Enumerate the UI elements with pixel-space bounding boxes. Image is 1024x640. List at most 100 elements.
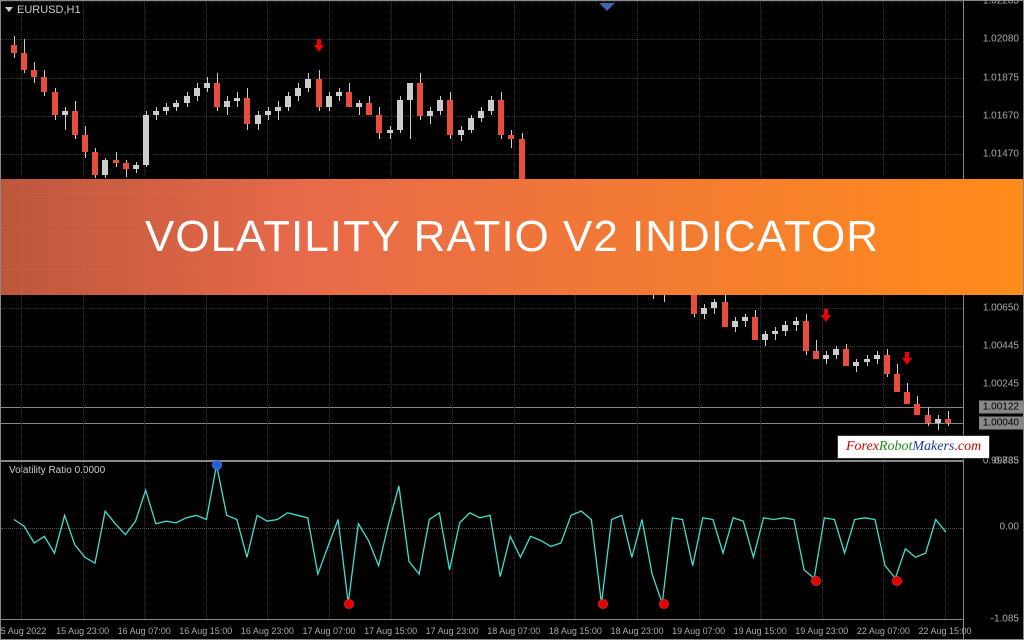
candle (833, 349, 839, 355)
candle (478, 111, 484, 119)
x-tick-label: 22 Aug 07:00 (857, 626, 910, 636)
candle (82, 135, 88, 152)
signal-dot (811, 576, 821, 586)
x-tick-label: 22 Aug 15:00 (918, 626, 971, 636)
x-tick-label: 15 Aug 23:00 (56, 626, 109, 636)
sell-arrow-icon (314, 39, 324, 53)
candle (102, 160, 108, 175)
candle (945, 419, 951, 423)
candle (11, 45, 17, 53)
sell-arrow-icon (902, 352, 912, 366)
candle (742, 317, 748, 321)
candle (853, 362, 859, 366)
indicator-y-label: -1.085 (991, 614, 1019, 625)
x-tick-label: 18 Aug 15:00 (549, 626, 602, 636)
candle (894, 374, 900, 393)
grid-line (1, 346, 963, 347)
candle (173, 103, 179, 107)
y-tick-label: 1.00650 (983, 302, 1019, 313)
symbol-dropdown-icon[interactable] (5, 7, 13, 12)
watermark: ForexRobotMakers.com (837, 435, 990, 459)
watermark-part: .com (954, 439, 981, 454)
indicator-line (1, 462, 963, 619)
candle (458, 130, 464, 136)
chart-symbol-label: EURUSD,H1 (17, 4, 81, 16)
signal-dot (344, 599, 354, 609)
candle (498, 100, 504, 136)
candle (417, 83, 423, 117)
candle (427, 111, 433, 117)
candle (255, 115, 261, 124)
indicator-y-label: 0.00 (1000, 522, 1019, 533)
candle (722, 302, 728, 326)
candle (711, 302, 717, 308)
y-tick-label: 1.00245 (983, 379, 1019, 390)
x-tick-label: 19 Aug 23:00 (795, 626, 848, 636)
nav-arrow-icon[interactable] (599, 3, 615, 11)
candle (113, 160, 119, 164)
candle (163, 107, 169, 111)
candle (41, 77, 47, 92)
candle (336, 92, 342, 96)
candle (356, 103, 362, 107)
y-tick-label: 1.02080 (983, 34, 1019, 45)
y-tick-label: 1.01875 (983, 72, 1019, 83)
candle (732, 321, 738, 327)
candle (914, 404, 920, 415)
x-tick-label: 18 Aug 23:00 (610, 626, 663, 636)
candle (224, 101, 230, 107)
candle (884, 355, 890, 374)
candle (935, 419, 941, 423)
candle (508, 135, 514, 139)
candle (387, 130, 393, 134)
candle (843, 349, 849, 366)
y-tick-label: 1.01470 (983, 149, 1019, 160)
watermark-part: Makers (912, 439, 954, 454)
candle (874, 355, 880, 359)
grid-line (1, 384, 963, 385)
candle (904, 392, 910, 403)
candle (326, 96, 332, 107)
candle (275, 107, 281, 111)
candle (437, 100, 443, 111)
ask-price-box: 1.00122 (979, 401, 1023, 414)
candle (701, 308, 707, 314)
candle (407, 83, 413, 100)
candle (316, 79, 322, 107)
grid-line (1, 39, 963, 40)
grid-line (1, 1, 963, 2)
candle (346, 92, 352, 107)
candle (488, 100, 494, 111)
grid-line (1, 78, 963, 79)
banner-text: VOLATILITY RATIO V2 INDICATOR (145, 212, 879, 262)
candle (823, 355, 829, 359)
candle-wick (938, 415, 939, 430)
ask-line (1, 407, 963, 408)
candle (366, 103, 372, 114)
candle (133, 165, 139, 169)
candle (204, 83, 210, 89)
x-tick-label: 16 Aug 15:00 (179, 626, 232, 636)
candle (813, 351, 819, 359)
grid-line (1, 308, 963, 309)
x-axis: 15 Aug 202215 Aug 23:0016 Aug 07:0016 Au… (1, 619, 963, 639)
candle (376, 115, 382, 134)
x-tick-label: 17 Aug 23:00 (426, 626, 479, 636)
candle-wick (511, 130, 512, 149)
signal-dot (659, 599, 669, 609)
signal-dot (892, 576, 902, 586)
indicator-y-label: 0.785 (994, 456, 1019, 467)
candle (285, 96, 291, 107)
candle (72, 111, 78, 135)
candle (153, 111, 159, 115)
x-tick-label: 18 Aug 07:00 (487, 626, 540, 636)
x-tick-label: 16 Aug 07:00 (118, 626, 171, 636)
candle (52, 92, 58, 115)
candle (762, 334, 768, 340)
candle (234, 98, 240, 102)
candle (214, 83, 220, 107)
candle (447, 100, 453, 136)
candle (397, 100, 403, 130)
x-tick-label: 19 Aug 15:00 (734, 626, 787, 636)
indicator-panel[interactable]: Volatility Ratio 0.0000 (1, 461, 963, 619)
